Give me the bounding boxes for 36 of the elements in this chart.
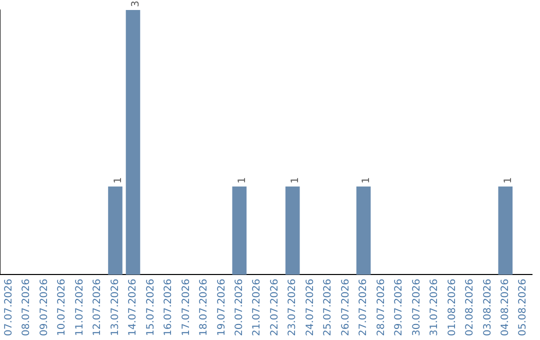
x-tick-label: 16.07.2026 [163, 278, 174, 336]
x-tick-label: 09.07.2026 [38, 278, 50, 336]
data-label: 1 [112, 177, 124, 184]
x-tick-label: 08.07.2026 [21, 278, 32, 336]
x-tick-label: 05.08.2026 [518, 278, 529, 336]
x-tick-label: 29.07.2026 [394, 278, 405, 336]
x-tick-label: 10.07.2026 [56, 278, 68, 336]
x-tick-label: 25.07.2026 [322, 278, 334, 336]
x-tick-label: 07.07.2026 [3, 278, 14, 336]
x-tick-label: 13.07.2026 [110, 278, 121, 336]
x-tick-label: 03.08.2026 [482, 278, 494, 336]
x-tick-label: 28.07.2026 [376, 278, 387, 336]
data-label: 3 [130, 0, 142, 7]
data-label: 1 [290, 177, 302, 184]
x-tick-label: 17.07.2026 [180, 278, 192, 336]
x-tick-label: 21.07.2026 [252, 278, 263, 336]
data-label: 1 [236, 177, 248, 184]
x-tick-label: 22.07.2026 [269, 278, 280, 336]
x-tick-label: 23.07.2026 [287, 278, 298, 336]
x-tick-label: 30.07.2026 [411, 278, 422, 336]
x-tick-label: 14.07.2026 [128, 278, 139, 336]
x-tick-label: 01.08.2026 [446, 278, 458, 336]
x-tick-label: 04.08.2026 [500, 278, 511, 336]
x-tick-label: 24.07.2026 [304, 278, 316, 336]
x-tick-label: 18.07.2026 [198, 278, 210, 336]
data-label: 1 [502, 177, 514, 184]
x-tick-label: 31.07.2026 [429, 278, 440, 336]
x-tick-label: 27.07.2026 [358, 278, 370, 336]
x-tick-label: 20.07.2026 [234, 278, 245, 336]
x-tick-label: 15.07.2026 [145, 278, 156, 336]
x-tick-label: 02.08.2026 [464, 278, 476, 336]
data-label: 1 [361, 177, 372, 184]
x-tick-label: 19.07.2026 [216, 278, 228, 336]
x-tick-label: 11.07.2026 [74, 278, 86, 336]
x-tick-label: 12.07.2026 [92, 278, 104, 336]
x-tick-label: 26.07.2026 [340, 278, 352, 336]
